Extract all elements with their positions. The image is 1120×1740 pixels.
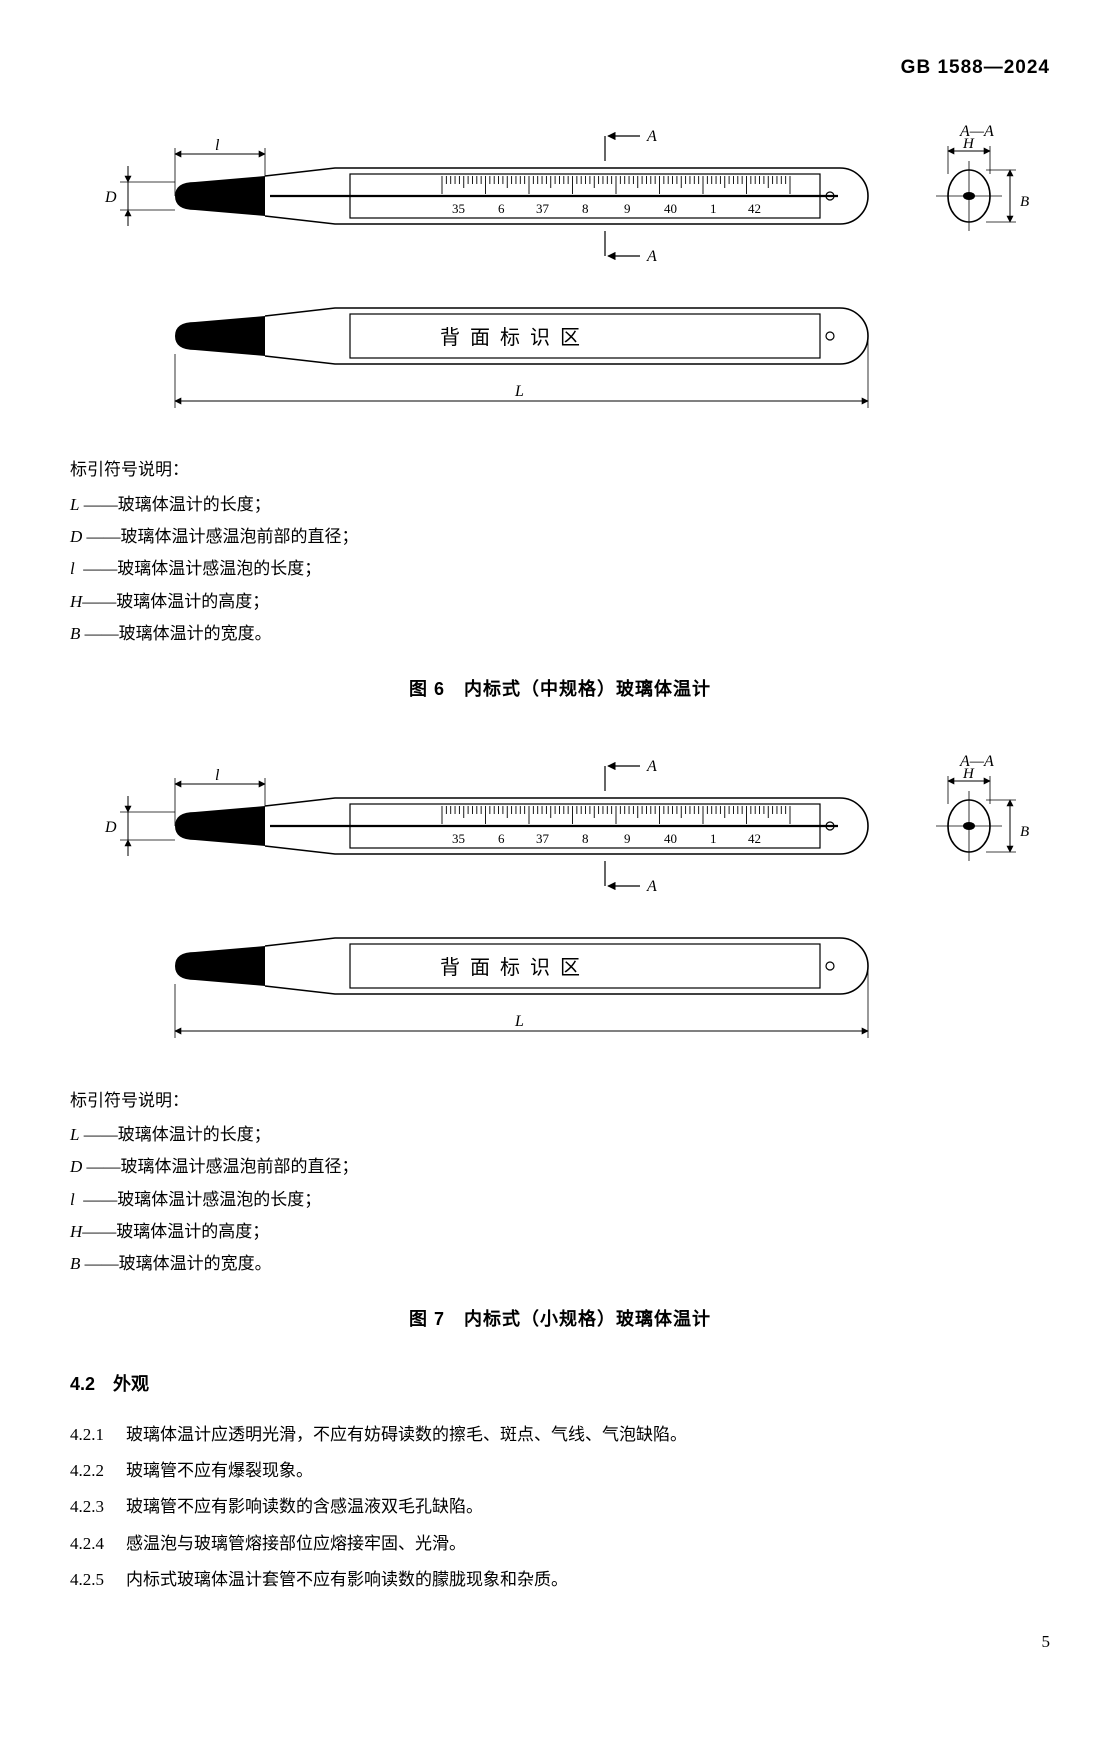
svg-text:B: B: [1020, 824, 1029, 840]
svg-text:背面标识区: 背面标识区: [440, 956, 590, 979]
dim-L-6: L: [514, 383, 524, 400]
svg-text:8: 8: [582, 831, 589, 846]
figure-6: A A l D 35 6 37 8 9: [70, 106, 1050, 706]
section-a-bot: A: [646, 248, 657, 265]
legend-l-6: l ——玻璃体温计感温泡的长度；: [70, 553, 1050, 585]
fig6-caption: 图 6 内标式（中规格）玻璃体温计: [70, 672, 1050, 706]
clause-4-2-3: 4.2.3玻璃管不应有影响读数的含感温液双毛孔缺陷。: [70, 1491, 1050, 1523]
svg-text:40: 40: [664, 831, 677, 846]
svg-text:42: 42: [748, 831, 761, 846]
legend-title-6: 标引符号说明：: [70, 454, 1050, 486]
legend-l-7: l ——玻璃体温计感温泡的长度；: [70, 1184, 1050, 1216]
section-4-2-head: 4.2 外观: [70, 1367, 1050, 1401]
fig7-caption: 图 7 内标式（小规格）玻璃体温计: [70, 1302, 1050, 1336]
clause-4-2-4: 4.2.4感温泡与玻璃管熔接部位应熔接牢固、光滑。: [70, 1528, 1050, 1560]
legend-L-6: L ——玻璃体温计的长度；: [70, 489, 1050, 521]
legend-H-7: H——玻璃体温计的高度；: [70, 1216, 1050, 1248]
svg-text:A: A: [646, 758, 657, 775]
scale-9: 9: [624, 201, 631, 216]
svg-text:A: A: [646, 878, 657, 895]
legend-7: 标引符号说明： L ——玻璃体温计的长度； D ——玻璃体温计感温泡前部的直径；…: [70, 1085, 1050, 1281]
svg-text:1: 1: [710, 831, 717, 846]
legend-6: 标引符号说明： L ——玻璃体温计的长度； D ——玻璃体温计感温泡前部的直径；…: [70, 454, 1050, 650]
scale-35: 35: [452, 201, 465, 216]
svg-text:9: 9: [624, 831, 631, 846]
dim-d-6: D: [104, 189, 117, 206]
clause-4-2-2: 4.2.2玻璃管不应有爆裂现象。: [70, 1455, 1050, 1487]
dim-b-6: B: [1020, 194, 1029, 210]
svg-text:35: 35: [452, 831, 465, 846]
svg-text:l: l: [215, 767, 220, 784]
svg-text:L: L: [514, 1013, 524, 1030]
dim-h-6: H: [962, 136, 975, 152]
thermometer-diagram-7: A A l D 35 6 37 8 9 40 1 42 A—A H: [70, 736, 1050, 1056]
legend-D-6: D ——玻璃体温计感温泡前部的直径；: [70, 521, 1050, 553]
clause-4-2-5: 4.2.5内标式玻璃体温计套管不应有影响读数的朦胧现象和杂质。: [70, 1564, 1050, 1596]
page-number: 5: [70, 1626, 1050, 1658]
clause-4-2-1: 4.2.1玻璃体温计应透明光滑，不应有妨碍读数的擦毛、斑点、气线、气泡缺陷。: [70, 1419, 1050, 1451]
figure-7: A A l D 35 6 37 8 9 40 1 42 A—A H: [70, 736, 1050, 1336]
scale-37: 37: [536, 201, 550, 216]
legend-H-6: H——玻璃体温计的高度；: [70, 586, 1050, 618]
standard-code: GB 1588—2024: [70, 50, 1050, 86]
legend-L-7: L ——玻璃体温计的长度；: [70, 1119, 1050, 1151]
scale-40: 40: [664, 201, 677, 216]
svg-text:37: 37: [536, 831, 550, 846]
scale-6: 6: [498, 201, 505, 216]
scale-8: 8: [582, 201, 589, 216]
scale-42: 42: [748, 201, 761, 216]
svg-text:H: H: [962, 766, 975, 782]
svg-text:D: D: [104, 819, 117, 836]
legend-B-7: B ——玻璃体温计的宽度。: [70, 1248, 1050, 1280]
thermometer-diagram-6: A A l D 35 6 37 8 9: [70, 106, 1050, 426]
back-label-6: 背面标识区: [440, 326, 590, 349]
legend-B-6: B ——玻璃体温计的宽度。: [70, 618, 1050, 650]
section-a-top: A: [646, 128, 657, 145]
dim-l-6: l: [215, 137, 220, 154]
scale-1: 1: [710, 201, 717, 216]
legend-title-7: 标引符号说明：: [70, 1085, 1050, 1117]
svg-text:6: 6: [498, 831, 505, 846]
legend-D-7: D ——玻璃体温计感温泡前部的直径；: [70, 1151, 1050, 1183]
